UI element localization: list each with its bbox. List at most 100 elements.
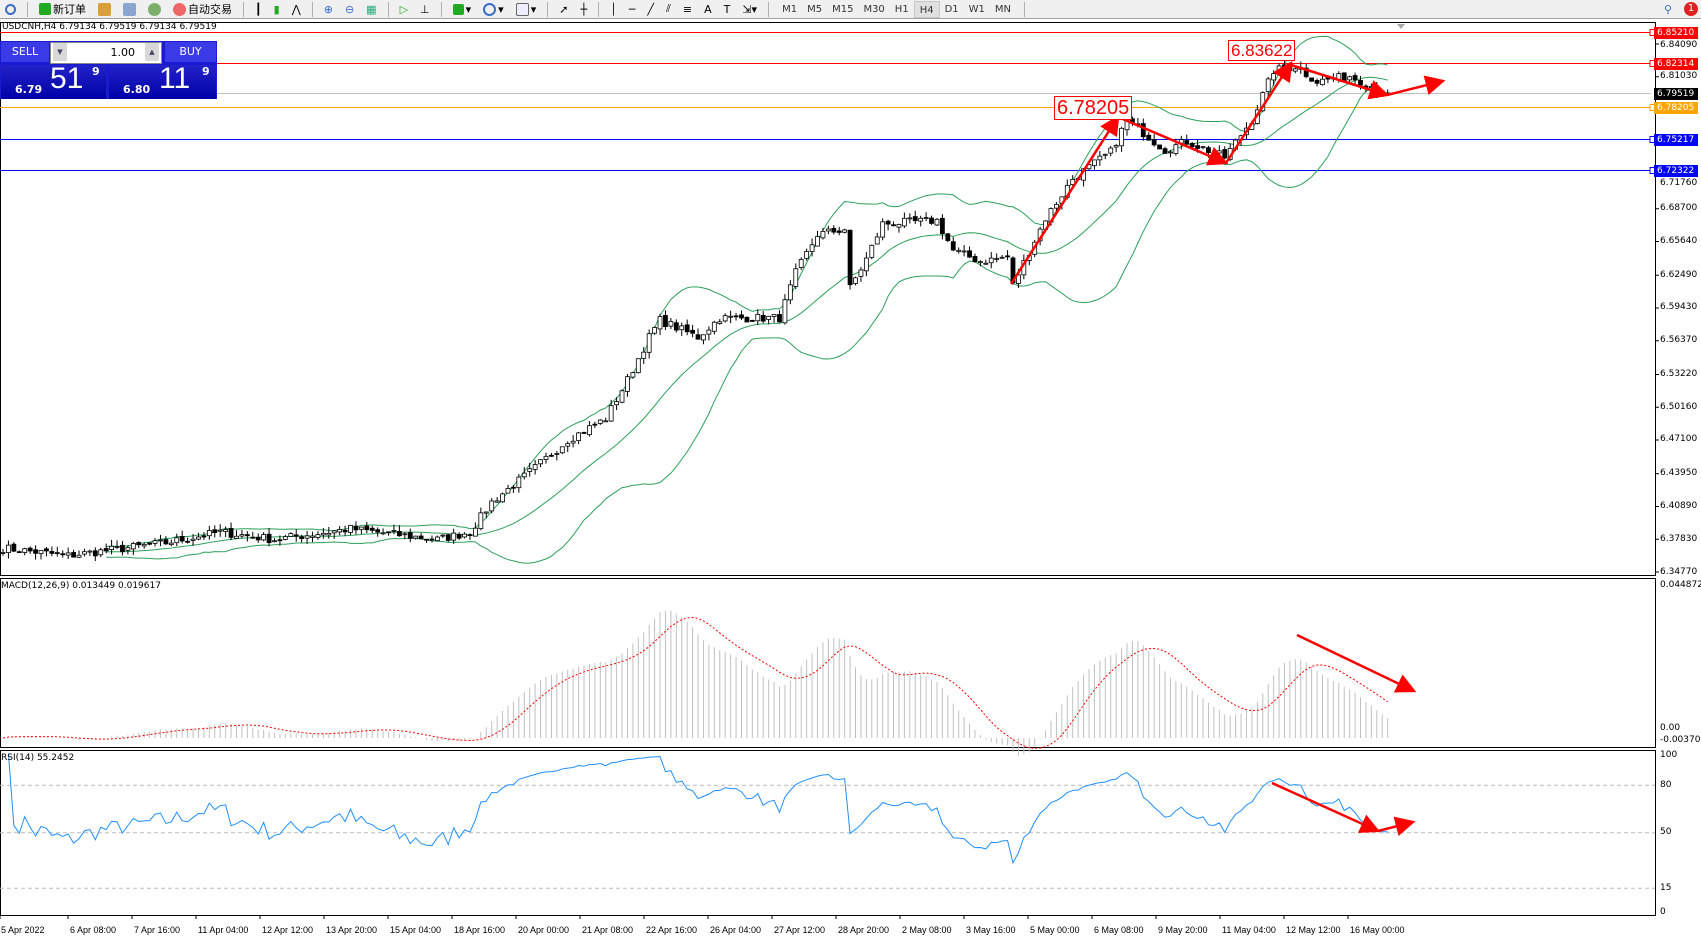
candle [299,536,305,540]
trendline-button[interactable]: ╱ [647,2,654,16]
candle [1314,80,1320,84]
candle [901,217,907,227]
candle [277,539,283,542]
indicators-button[interactable]: ▾ [450,1,475,18]
zoom-icon[interactable] [2,1,19,18]
toolbar: 新订单 自动交易 ┃ ▮ ⋀ ⊕ ⊖ ▦ ▷ ⊥ ▾ ▾ ▾ ➚ ┼ │ ─ ╱… [0,0,1701,19]
divider [1024,1,1025,17]
sell-button[interactable]: SELL [1,42,49,62]
buy-quote[interactable]: 6.80 11 9 [109,62,216,99]
candle [999,256,1005,259]
candle [473,527,478,537]
candle [1016,274,1021,284]
one-click-trading-panel: SELL 1.00 ▼ ▲ BUY 6.79 51 9 6.80 11 9 [0,41,217,99]
candle [261,534,267,541]
candle [98,549,104,556]
market-watch-button[interactable] [95,1,114,18]
time-label: 11 Apr 04:00 [198,925,249,935]
candle [467,534,473,537]
zoom-out-button[interactable]: ⊖ [344,2,355,16]
candle [836,230,842,233]
candlestick-button[interactable]: ▮ [273,2,280,16]
candle [125,547,131,551]
candle [923,217,929,219]
candle [641,351,647,359]
auto-trading-button[interactable]: 自动交易 [170,1,235,18]
timeframe-h4[interactable]: H4 [913,0,940,18]
signal-button[interactable] [145,1,164,18]
text-label-button[interactable]: T [723,2,731,16]
timeframe-h1[interactable]: H1 [894,3,909,15]
price-tick-label: 6.40890 [1660,500,1698,511]
timeframe-w1[interactable]: W1 [968,3,985,15]
candle [880,221,886,238]
price-tick-label: 6.62490 [1660,269,1698,280]
rsi-level-label: 15 [1660,882,1672,893]
line-chart-button[interactable]: ⋀ [291,2,301,16]
candle [625,376,630,392]
lot-size-input[interactable]: 1.00 [50,42,162,64]
timeframe-m30[interactable]: M30 [863,3,885,15]
timeframe-m1[interactable]: M1 [782,3,798,15]
timeframe-mn[interactable]: MN [994,3,1011,15]
candle [565,443,571,447]
time-label: 11 May 04:00 [1222,925,1276,935]
tile-windows-button[interactable]: ▦ [366,2,377,16]
templates-button[interactable]: ▾ [513,1,540,18]
candle [1113,144,1119,148]
arrows-button[interactable]: ⇲▾ [742,2,758,16]
folder-icon [98,2,111,16]
time-label: 7 Apr 16:00 [134,925,181,935]
price-line-label: 6.85210 [1654,26,1698,39]
vertical-line-button[interactable]: │ [610,2,617,16]
price-tick-label: 6.84090 [1660,39,1698,50]
navigator-button[interactable] [120,1,139,18]
price-line-label: 6.72322 [1654,164,1698,177]
fibonacci-button[interactable]: ≡ [682,2,693,16]
crosshair-button[interactable]: ┼ [580,2,588,16]
high-price-label[interactable]: 6.83622 [1228,40,1296,61]
candle [174,537,180,544]
candle [445,534,451,541]
timeframe-m5[interactable]: M5 [807,3,823,15]
lot-increase-button[interactable]: ▲ [145,43,159,61]
new-order-button[interactable]: 新订单 [36,1,89,18]
zoom-in-button[interactable]: ⊕ [323,2,333,16]
channel-button[interactable]: ⫽ [665,2,671,15]
candle [815,236,820,247]
low-price-label[interactable]: 6.78205 [1054,96,1133,120]
candle [787,284,793,301]
candle [396,531,402,537]
candle [527,468,533,472]
periods-button[interactable]: ▾ [480,1,507,18]
sell-quote[interactable]: 6.79 51 9 [1,62,106,99]
trend-arrow [1377,816,1416,837]
candle [33,549,38,554]
timeframe-d1[interactable]: D1 [944,3,959,15]
candle [934,218,940,226]
pane-border-1 [0,578,1656,748]
time-label: 15 Apr 04:00 [390,925,442,935]
candle [1292,68,1298,72]
chart-shift-button[interactable]: ⊥ [420,2,430,16]
buy-button[interactable]: BUY [165,42,216,62]
timeframe-m15[interactable]: M15 [832,3,854,15]
candle [538,459,543,465]
lot-decrease-button[interactable]: ▼ [53,43,67,61]
search-icon[interactable]: ⚲ [1663,2,1672,16]
candle [592,423,598,426]
candle [82,551,87,555]
bar-chart-button[interactable]: ┃ [255,2,262,16]
text-button[interactable]: A [704,2,712,16]
auto-scroll-button[interactable]: ▷ [399,2,409,16]
notification-badge[interactable]: 1 [1681,1,1701,18]
candle [353,525,359,531]
divider [547,1,549,17]
horizontal-line-button[interactable]: ─ [628,2,636,16]
candle [44,548,49,552]
candle [945,233,951,241]
time-label: 13 Apr 20:00 [326,925,378,935]
candle [891,224,896,227]
cursor-button[interactable]: ➚ [559,2,569,16]
